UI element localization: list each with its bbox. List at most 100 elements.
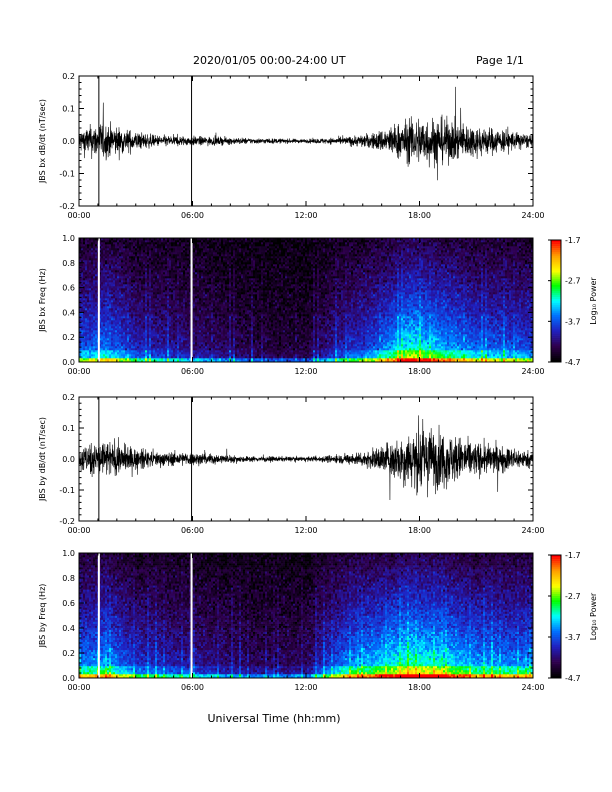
spectrogram-cell (129, 336, 132, 339)
spectrogram-cell (219, 278, 222, 281)
spectrogram-cell (225, 252, 228, 255)
spectrogram-cell (113, 272, 116, 275)
spectrogram-cell (219, 342, 222, 345)
spectrogram-cell (151, 342, 154, 345)
spectrogram-cell (107, 252, 110, 255)
spectrogram-cell (179, 248, 182, 251)
spectrogram-cell (91, 330, 94, 333)
spectrogram-cell (85, 318, 88, 321)
spectrogram-cell (151, 348, 154, 351)
spectrogram-cell (111, 250, 114, 253)
spectrogram-cell (233, 308, 236, 311)
spectrogram-cell (209, 280, 212, 283)
spectrogram-cell (185, 268, 188, 271)
spectrogram-cell (231, 352, 234, 355)
spectrogram-cell (195, 314, 198, 317)
spectrogram-cell (225, 238, 228, 241)
spectrogram-cell (157, 256, 160, 259)
spectrogram-cell (161, 348, 164, 351)
spectrogram-cell (127, 354, 130, 357)
spectrogram-cell (145, 294, 148, 297)
spectrogram-cell (129, 244, 132, 247)
spectrogram-cell (231, 258, 234, 261)
spectrogram-cell (163, 348, 166, 351)
spectrogram-cell (127, 312, 130, 315)
spectrogram-cell (147, 294, 150, 297)
spectrogram-cell (203, 254, 206, 257)
spectrogram-cell (79, 318, 82, 321)
spectrogram-cell (209, 344, 212, 347)
spectrogram-cell (157, 280, 160, 283)
spectrogram-cell (121, 288, 124, 291)
spectrogram-cell (229, 322, 232, 325)
spectrogram-cell (211, 336, 214, 339)
spectrogram-cell (101, 336, 104, 339)
spectrogram-cell (155, 238, 158, 241)
spectrogram-cell (201, 316, 204, 319)
spectrogram-cell (141, 240, 144, 243)
spectrogram-cell (141, 274, 144, 277)
spectrogram-cell (219, 242, 222, 245)
spectrogram-cell (167, 248, 170, 251)
spectrogram-cell (133, 310, 136, 313)
spectrogram-cell (133, 266, 136, 269)
spectrogram-cell (115, 322, 118, 325)
spectrogram-cell (175, 294, 178, 297)
spectrogram-cell (89, 248, 92, 251)
spectrogram-cell (211, 338, 214, 341)
spectrogram-cell (83, 276, 86, 279)
spectrogram-cell (113, 276, 116, 279)
spectrogram-cell (123, 300, 126, 303)
spectrogram-cell (149, 270, 152, 273)
spectrogram-cell (179, 302, 182, 305)
spectrogram-cell (99, 262, 102, 265)
spectrogram-cell (229, 326, 232, 329)
spectrogram-cell (185, 354, 188, 357)
spectrogram-cell (91, 352, 94, 355)
spectrogram-cell (197, 244, 200, 247)
spectrogram-cell (127, 300, 130, 303)
spectrogram-cell (125, 358, 128, 361)
spectrogram-cell (185, 308, 188, 311)
spectrogram-cell (147, 330, 150, 333)
spectrogram-cell (145, 272, 148, 275)
spectrogram-cell (107, 276, 110, 279)
spectrogram-cell (181, 288, 184, 291)
spectrogram-cell (95, 256, 98, 259)
spectrogram-cell (121, 278, 124, 281)
spectrogram-cell (87, 296, 90, 299)
spectrogram-cell (195, 338, 198, 341)
spectrogram-cell (219, 346, 222, 349)
spectrogram-cell (229, 266, 232, 269)
spectrogram-cell (155, 256, 158, 259)
spectrogram-cell (207, 240, 210, 243)
spectrogram-cell (223, 274, 226, 277)
spectrogram-cell (85, 246, 88, 249)
spectrogram-cell (109, 282, 112, 285)
spectrogram-cell (159, 268, 162, 271)
spectrogram-cell (115, 288, 118, 291)
spectrogram-cell (129, 254, 132, 257)
spectrogram-cell (171, 282, 174, 285)
spectrogram-cell (189, 254, 192, 257)
spectrogram-cell (109, 258, 112, 261)
spectrogram-cell (109, 352, 112, 355)
spectrogram-cell (107, 336, 110, 339)
spectrogram-cell (143, 298, 146, 301)
spectrogram-cell (123, 278, 126, 281)
spectrogram-cell (215, 276, 218, 279)
spectrogram-cell (161, 336, 164, 339)
spectrogram-cell (129, 294, 132, 297)
spectrogram-cell (139, 312, 142, 315)
spectrogram-cell (195, 270, 198, 273)
spectrogram-cell (81, 350, 84, 353)
spectrogram-cell (157, 254, 160, 257)
spectrogram-cell (179, 286, 182, 289)
spectrogram-cell (131, 260, 134, 263)
spectrogram-cell (135, 274, 138, 277)
spectrogram-cell (203, 338, 206, 341)
spectrogram-cell (217, 316, 220, 319)
spectrogram-cell (159, 308, 162, 311)
spectrogram-cell (109, 322, 112, 325)
spectrogram-cell (205, 266, 208, 269)
